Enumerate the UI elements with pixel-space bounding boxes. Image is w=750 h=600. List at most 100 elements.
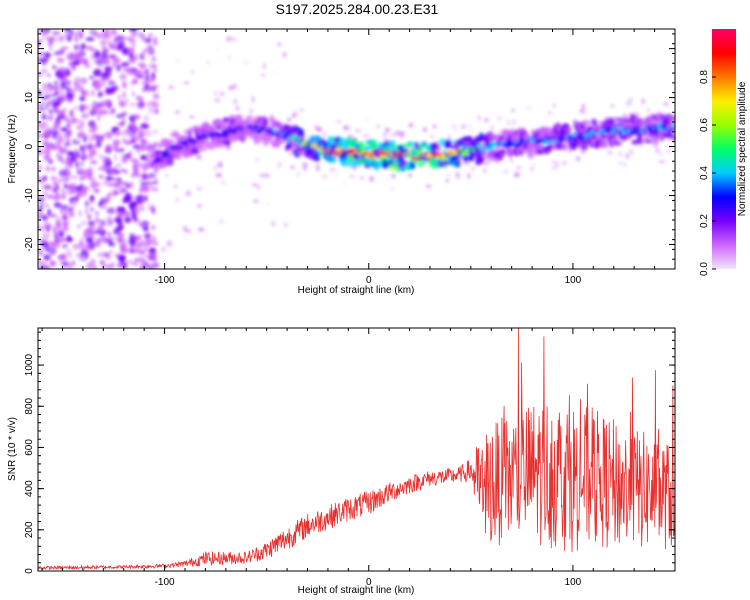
- heatmap-cell: [341, 158, 349, 167]
- heatmap-cell: [550, 160, 557, 163]
- heatmap-cell: [225, 36, 233, 42]
- heatmap-cell: [141, 124, 149, 129]
- heatmap-cell: [366, 152, 373, 156]
- heatmap-cell: [581, 103, 585, 110]
- heatmap-cell: [123, 215, 132, 224]
- heatmap-cell: [580, 150, 585, 154]
- heatmap-cell: [252, 133, 258, 141]
- heatmap-cell: [154, 150, 163, 156]
- heatmap-cell: [563, 142, 568, 151]
- heatmap-cell: [59, 203, 64, 212]
- heatmap-cell: [136, 105, 142, 109]
- heatmap-cell: [197, 227, 205, 232]
- heatmap-cell: [550, 139, 556, 144]
- heatmap-cell: [68, 212, 75, 218]
- heatmap-cell: [255, 157, 260, 162]
- heatmap-cell: [532, 132, 537, 142]
- heatmap-cell: [417, 162, 423, 168]
- heatmap-cell: [41, 115, 47, 120]
- heatmap-cell: [124, 169, 128, 175]
- heatmap-cell: [488, 133, 495, 142]
- heatmap-cell: [69, 175, 79, 180]
- heatmap-cell: [69, 203, 76, 209]
- heatmap-cell: [66, 119, 74, 126]
- heatmap-cell: [57, 67, 67, 71]
- heatmap-cell: [44, 203, 50, 208]
- heatmap-cell: [246, 115, 253, 121]
- heatmap-cell: [89, 195, 95, 202]
- heatmap-cell: [75, 252, 81, 258]
- heatmap-cell: [41, 59, 47, 66]
- heatmap-cell: [87, 173, 93, 177]
- heatmap-cell: [429, 134, 435, 139]
- heatmap-cell: [103, 29, 109, 34]
- heatmap-cell: [53, 51, 62, 56]
- heatmap-cell: [89, 207, 94, 212]
- heatmap-cell: [143, 47, 152, 53]
- heatmap-cell: [625, 152, 630, 160]
- heatmap-cell: [46, 194, 54, 199]
- heatmap-cell: [145, 239, 153, 246]
- heatmap-cell: [343, 125, 348, 131]
- heatmap-cell: [128, 151, 134, 155]
- colorbar: 0.0 0.2 0.4 0.6 0.8 Normalized spectral ampl…: [699, 29, 748, 276]
- heatmap-cell: [117, 237, 127, 244]
- heatmap-cell: [54, 190, 59, 198]
- heatmap-cell: [107, 40, 112, 48]
- heatmap-cell: [185, 229, 192, 234]
- heatmap-cell: [116, 182, 122, 188]
- heatmap-cell: [131, 56, 135, 64]
- heatmap-cell: [97, 252, 106, 258]
- heatmap-cell: [484, 117, 489, 123]
- heatmap-cell: [165, 139, 176, 145]
- heatmap-cell: [251, 182, 258, 187]
- heatmap-cell: [43, 136, 48, 143]
- spectrogram-ylabel: Frequency (Hz): [7, 115, 18, 184]
- heatmap-cell: [120, 168, 125, 173]
- heatmap-cell: [614, 141, 622, 146]
- heatmap-cell: [296, 173, 300, 176]
- colorbar-tick-label: 0.0: [699, 262, 710, 276]
- heatmap-cell: [214, 97, 221, 103]
- heatmap-cell: [62, 213, 67, 221]
- heatmap-cell: [445, 178, 449, 183]
- heatmap-cell: [59, 253, 67, 260]
- heatmap-cell: [152, 42, 159, 46]
- heatmap-cell: [53, 201, 62, 209]
- spectrogram-xtick-label: 0: [366, 275, 372, 286]
- heatmap-cell: [148, 33, 152, 39]
- heatmap-cell: [119, 73, 127, 81]
- heatmap-cell: [79, 145, 85, 152]
- heatmap-cell: [126, 67, 135, 76]
- heatmap-cell: [57, 177, 66, 183]
- heatmap-cell: [109, 109, 114, 116]
- heatmap-cell: [96, 117, 101, 121]
- heatmap-cell: [147, 173, 156, 178]
- heatmap-cell: [455, 171, 460, 176]
- heatmap-cell: [100, 78, 106, 82]
- heatmap-cell: [287, 117, 292, 123]
- heatmap-cell: [60, 81, 66, 89]
- heatmap-cell: [44, 141, 52, 150]
- colorbar-label: Normalized spectral amplitude: [737, 81, 748, 216]
- heatmap-cell: [190, 147, 201, 155]
- heatmap-cell: [409, 148, 418, 159]
- heatmap-cell: [152, 129, 158, 135]
- heatmap-cell: [606, 149, 613, 155]
- heatmap-cell: [38, 223, 41, 230]
- heatmap-cell: [408, 173, 413, 178]
- heatmap-cell: [253, 199, 259, 203]
- heatmap-cell: [107, 102, 113, 107]
- heatmap-cell: [130, 133, 138, 142]
- heatmap-cell: [485, 159, 492, 163]
- heatmap-cell: [126, 259, 135, 265]
- heatmap-cell: [453, 126, 458, 133]
- heatmap-cell: [103, 164, 107, 171]
- heatmap-cell: [117, 94, 121, 101]
- heatmap-cell: [106, 207, 116, 215]
- heatmap-cell: [61, 243, 68, 249]
- heatmap-cell: [96, 58, 105, 67]
- heatmap-cell: [124, 193, 133, 201]
- heatmap-cell: [71, 64, 77, 71]
